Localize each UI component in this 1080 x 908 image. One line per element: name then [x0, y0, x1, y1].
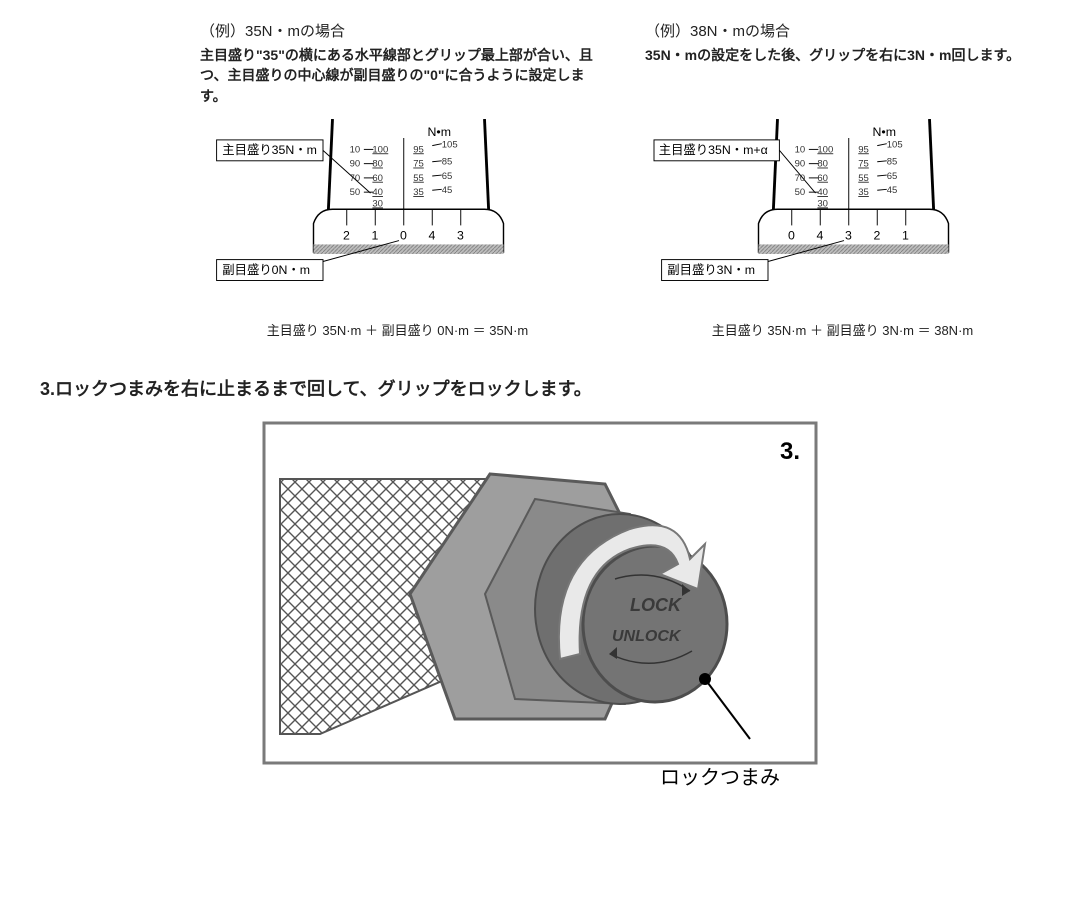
svg-text:50: 50	[350, 187, 361, 198]
svg-text:50: 50	[795, 187, 806, 198]
main-scale-cluster: 10 90 70 50 100 80 60 40 30 95 75 55 35 …	[350, 138, 458, 209]
svg-text:90: 90	[350, 159, 361, 170]
svg-text:40: 40	[372, 187, 383, 198]
svg-text:55: 55	[413, 173, 424, 184]
svg-text:95: 95	[858, 144, 869, 155]
svg-text:30: 30	[817, 198, 828, 209]
svg-text:40: 40	[817, 187, 828, 198]
svg-text:45: 45	[442, 185, 453, 196]
svg-text:0: 0	[788, 229, 795, 243]
example1-desc: 主目盛り"35"の横にある水平線部とグリップ最上部が合い、且つ、主目盛りの中心線…	[200, 45, 595, 109]
svg-text:35: 35	[413, 187, 424, 198]
main-scale-label: 主目盛り35N・m	[222, 142, 317, 157]
unit-label: N•m	[428, 125, 452, 139]
svg-text:60: 60	[817, 173, 828, 184]
svg-text:3: 3	[457, 229, 464, 243]
svg-text:10: 10	[350, 144, 361, 155]
step-3-heading: 3.ロックつまみを右に止まるまで回して、グリップをロックします。	[40, 375, 1040, 401]
example-38nm: （例）38N・mの場合 35N・mの設定をした後、グリップを右に3N・m回します…	[645, 20, 1040, 339]
scale-diagram-1: N•m 10 90 70 50 100 80 60 40 30 95 75 55…	[200, 119, 560, 309]
svg-text:10: 10	[795, 144, 806, 155]
knob-label: ロックつまみ	[660, 766, 780, 789]
svg-text:0: 0	[400, 229, 407, 243]
svg-text:2: 2	[343, 229, 350, 243]
svg-text:80: 80	[372, 159, 383, 170]
scale-diagram-2: N•m 10 90 70 50 100 80 60 40 30 95 75 55…	[645, 119, 1005, 309]
svg-text:65: 65	[442, 171, 453, 182]
svg-text:105: 105	[887, 140, 903, 151]
examples-row: （例）35N・mの場合 主目盛り"35"の横にある水平線部とグリップ最上部が合い…	[200, 20, 1040, 339]
svg-text:75: 75	[858, 159, 869, 170]
svg-text:2: 2	[873, 229, 880, 243]
svg-text:4: 4	[816, 229, 823, 243]
lock-knob-figure: 3. LOCK UNLOCK ロックつまみ	[40, 419, 1040, 789]
svg-text:85: 85	[442, 157, 453, 168]
svg-text:1: 1	[902, 229, 909, 243]
sub-scale-label: 副目盛り0N・m	[222, 262, 310, 277]
figure-number: 3.	[780, 438, 800, 465]
svg-text:75: 75	[413, 159, 424, 170]
svg-text:60: 60	[372, 173, 383, 184]
example1-equation: 主目盛り 35N·m ＋ 副目盛り 0N·m ＝ 35N·m	[200, 320, 595, 339]
unlock-text: UNLOCK	[612, 628, 682, 645]
svg-text:90: 90	[795, 159, 806, 170]
example2-desc: 35N・mの設定をした後、グリップを右に3N・m回します。	[645, 45, 1040, 109]
svg-text:105: 105	[442, 140, 458, 151]
svg-text:95: 95	[413, 144, 424, 155]
sub-scale-label: 副目盛り3N・m	[667, 262, 755, 277]
main-scale-label: 主目盛り35N・m+α	[659, 142, 768, 157]
lock-text: LOCK	[630, 595, 683, 615]
svg-text:35: 35	[858, 187, 869, 198]
example1-title: （例）35N・mの場合	[200, 20, 595, 41]
svg-text:100: 100	[372, 144, 388, 155]
svg-text:1: 1	[371, 229, 378, 243]
unit-label: N•m	[873, 125, 897, 139]
main-scale-cluster: 10 90 70 50 100 80 60 40 30 95 75 55 35 …	[795, 138, 903, 209]
example-35nm: （例）35N・mの場合 主目盛り"35"の横にある水平線部とグリップ最上部が合い…	[200, 20, 595, 339]
example2-equation: 主目盛り 35N·m ＋ 副目盛り 3N·m ＝ 38N·m	[645, 320, 1040, 339]
svg-text:45: 45	[887, 185, 898, 196]
svg-text:55: 55	[858, 173, 869, 184]
svg-text:85: 85	[887, 157, 898, 168]
svg-text:100: 100	[817, 144, 833, 155]
svg-text:3: 3	[845, 229, 852, 243]
svg-text:30: 30	[372, 198, 383, 209]
svg-text:65: 65	[887, 171, 898, 182]
svg-text:4: 4	[428, 229, 435, 243]
svg-text:80: 80	[817, 159, 828, 170]
example2-title: （例）38N・mの場合	[645, 20, 1040, 41]
